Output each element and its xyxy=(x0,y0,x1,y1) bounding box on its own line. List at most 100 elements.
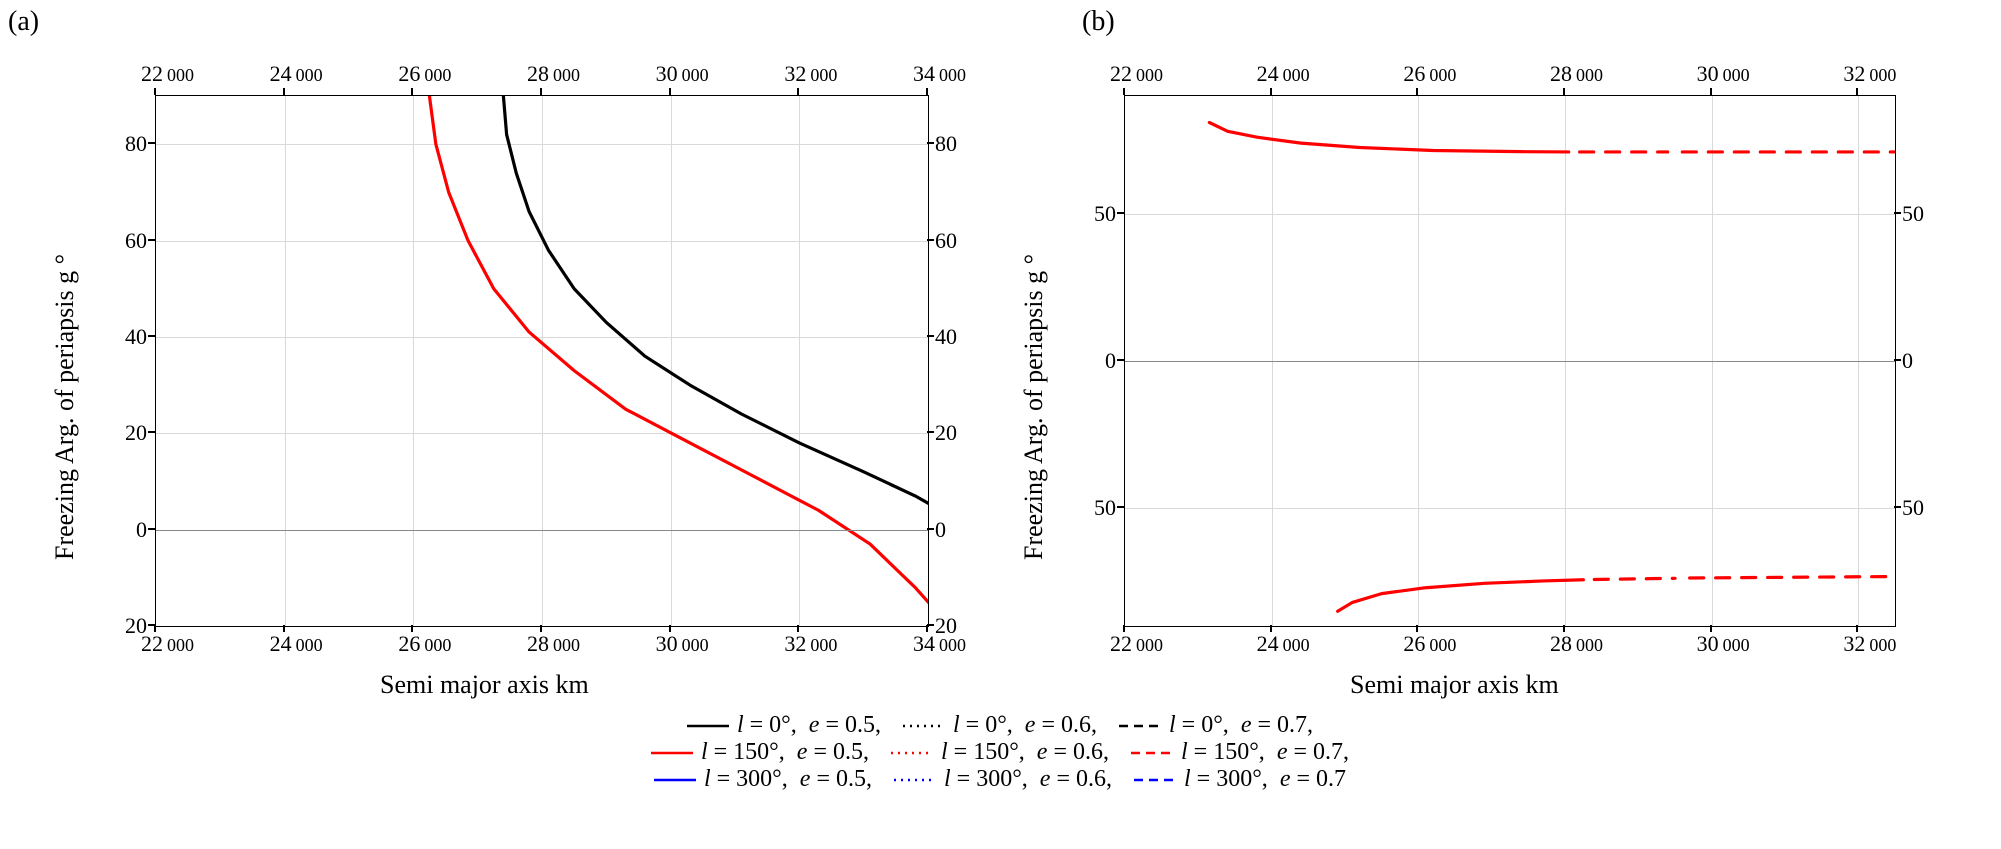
tick-mark xyxy=(797,88,799,95)
legend-text: l = 150°, e = 0.7, xyxy=(1181,739,1349,766)
tick-mark xyxy=(1123,88,1125,95)
legend-text: l = 300°, e = 0.7 xyxy=(1184,766,1346,793)
xtick-bottom-minor: 000 xyxy=(1136,635,1163,656)
ytick-left: 20 xyxy=(125,420,147,446)
xtick-bottom-minor: 000 xyxy=(424,635,451,656)
panel-a-label: (a) xyxy=(8,6,39,38)
ytick-left: 40 xyxy=(125,324,147,350)
legend-item: l = 150°, e = 0.7, xyxy=(1131,739,1349,766)
ytick-right: 40 xyxy=(935,324,957,350)
xtick-bottom-minor: 000 xyxy=(1723,635,1750,656)
xtick-bottom-minor: 000 xyxy=(553,635,580,656)
tick-mark xyxy=(154,625,156,632)
tick-mark xyxy=(1563,88,1565,95)
tick-mark xyxy=(1710,88,1712,95)
xtick-bottom-major: 24 xyxy=(1257,631,1279,657)
xtick-top-major: 26 xyxy=(1403,61,1425,87)
ytick-left: 20 xyxy=(125,613,147,639)
tick-mark xyxy=(1270,625,1272,632)
panel-b-frame xyxy=(1124,95,1896,627)
ytick-right: 50 xyxy=(1902,201,1924,227)
series-red-lower-solid xyxy=(1338,580,1584,612)
xtick-bottom-major: 28 xyxy=(1550,631,1572,657)
tick-mark xyxy=(1856,88,1858,95)
series-red-upper-solid xyxy=(1209,123,1568,152)
legend-row: l = 0°, e = 0.5,l = 0°, e = 0.6,l = 0°, … xyxy=(550,712,1450,739)
panel-b-y-title: Freezing Arg. of periapsis g ° xyxy=(1019,254,1049,560)
tick-mark xyxy=(927,335,934,337)
tick-mark xyxy=(1123,625,1125,632)
xtick-top-minor: 000 xyxy=(939,65,966,86)
tick-mark xyxy=(669,625,671,632)
ytick-right: 80 xyxy=(935,131,957,157)
legend: l = 0°, e = 0.5,l = 0°, e = 0.6,l = 0°, … xyxy=(550,712,1450,793)
tick-mark xyxy=(1894,506,1901,508)
tick-mark xyxy=(411,625,413,632)
legend-item: l = 0°, e = 0.6, xyxy=(903,712,1097,739)
ytick-right: 50 xyxy=(1902,495,1924,521)
xtick-top-major: 24 xyxy=(1257,61,1279,87)
xtick-top-minor: 000 xyxy=(424,65,451,86)
tick-mark xyxy=(540,88,542,95)
xtick-bottom-minor: 000 xyxy=(296,635,323,656)
legend-item: l = 150°, e = 0.6, xyxy=(891,739,1109,766)
legend-item: l = 300°, e = 0.5, xyxy=(654,766,872,793)
legend-text: l = 300°, e = 0.5, xyxy=(704,766,872,793)
ytick-right: 20 xyxy=(935,613,957,639)
xtick-top-minor: 000 xyxy=(1136,65,1163,86)
ytick-left: 80 xyxy=(125,131,147,157)
tick-mark xyxy=(148,335,155,337)
tick-mark xyxy=(1856,625,1858,632)
xtick-top-major: 32 xyxy=(1843,61,1865,87)
tick-mark xyxy=(148,431,155,433)
tick-mark xyxy=(148,528,155,530)
legend-item: l = 0°, e = 0.7, xyxy=(1119,712,1313,739)
tick-mark xyxy=(927,142,934,144)
xtick-top-major: 34 xyxy=(913,61,935,87)
xtick-bottom-minor: 000 xyxy=(682,635,709,656)
xtick-top-major: 24 xyxy=(270,61,292,87)
ytick-left: 0 xyxy=(1105,348,1116,374)
xtick-top-major: 28 xyxy=(527,61,549,87)
tick-mark xyxy=(1416,88,1418,95)
xtick-top-minor: 000 xyxy=(1429,65,1456,86)
tick-mark xyxy=(797,625,799,632)
xtick-top-minor: 000 xyxy=(1576,65,1603,86)
xtick-bottom-major: 34 xyxy=(913,631,935,657)
tick-mark xyxy=(927,528,934,530)
xtick-bottom-minor: 000 xyxy=(1429,635,1456,656)
legend-text: l = 0°, e = 0.7, xyxy=(1169,712,1313,739)
xtick-bottom-major: 28 xyxy=(527,631,549,657)
legend-row: l = 150°, e = 0.5,l = 150°, e = 0.6,l = … xyxy=(550,739,1450,766)
tick-mark xyxy=(411,88,413,95)
xtick-top-major: 30 xyxy=(1697,61,1719,87)
xtick-top-minor: 000 xyxy=(296,65,323,86)
legend-row: l = 300°, e = 0.5, l = 300°, e = 0.6, l = … xyxy=(550,766,1450,793)
ytick-left: 50 xyxy=(1094,495,1116,521)
tick-mark xyxy=(927,624,934,626)
xtick-top-major: 32 xyxy=(784,61,806,87)
panel-a-x-title: Semi major axis km xyxy=(380,670,589,700)
ytick-right: 0 xyxy=(935,517,946,543)
ytick-right: 20 xyxy=(935,420,957,446)
tick-mark xyxy=(926,88,928,95)
panel-b-x-title: Semi major axis km xyxy=(1350,670,1559,700)
tick-mark xyxy=(1270,88,1272,95)
xtick-top-major: 26 xyxy=(398,61,420,87)
xtick-top-minor: 000 xyxy=(1723,65,1750,86)
xtick-top-minor: 000 xyxy=(167,65,194,86)
tick-mark xyxy=(1117,359,1124,361)
tick-mark xyxy=(1117,212,1124,214)
ytick-right: 60 xyxy=(935,228,957,254)
tick-mark xyxy=(1710,625,1712,632)
xtick-bottom-major: 30 xyxy=(1697,631,1719,657)
tick-mark xyxy=(926,625,928,632)
legend-text: l = 0°, e = 0.6, xyxy=(953,712,1097,739)
legend-text: l = 300°, e = 0.6, xyxy=(944,766,1112,793)
legend-text: l = 150°, e = 0.6, xyxy=(941,739,1109,766)
xtick-top-minor: 000 xyxy=(682,65,709,86)
tick-mark xyxy=(1894,212,1901,214)
xtick-bottom-major: 24 xyxy=(270,631,292,657)
tick-mark xyxy=(1117,506,1124,508)
xtick-top-minor: 000 xyxy=(810,65,837,86)
